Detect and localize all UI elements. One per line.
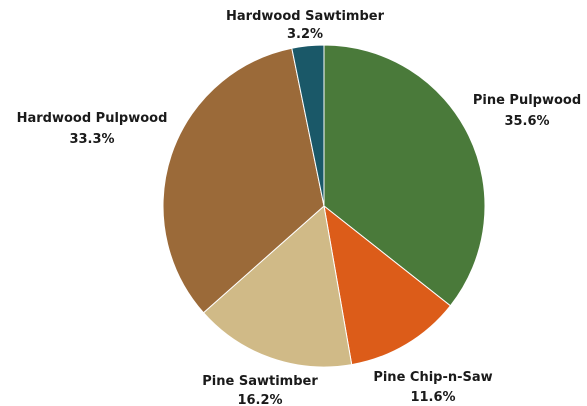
pie-slice-pine-pulpwood — [323, 44, 486, 307]
slice-value-pine-pulpwood: 35.6% — [504, 114, 549, 129]
label-pine-chip-n-saw: Pine Chip-n-Saw 11.6% — [373, 370, 492, 405]
slice-name-pine-pulpwood: Pine Pulpwood — [473, 93, 581, 108]
pie-slices — [162, 44, 486, 368]
slice-value-pine-chip-n-saw: 11.6% — [410, 390, 455, 405]
slice-name-hardwood-sawtimber: Hardwood Sawtimber — [226, 9, 385, 24]
slice-name-hardwood-pulpwood: Hardwood Pulpwood — [17, 111, 168, 126]
pie-slice-pine-sawtimber — [202, 205, 353, 368]
pie-slice-hardwood-sawtimber — [291, 44, 325, 207]
slice-name-pine-chip-n-saw: Pine Chip-n-Saw — [373, 370, 492, 385]
slice-value-hardwood-pulpwood: 33.3% — [69, 132, 114, 147]
label-pine-pulpwood: Pine Pulpwood 35.6% — [473, 93, 581, 129]
pie-slice-hardwood-pulpwood — [162, 47, 325, 314]
slice-name-pine-sawtimber: Pine Sawtimber — [202, 374, 318, 389]
label-pine-sawtimber: Pine Sawtimber 16.2% — [202, 374, 318, 406]
label-hardwood-pulpwood: Hardwood Pulpwood 33.3% — [17, 111, 168, 147]
label-hardwood-sawtimber: Hardwood Sawtimber 3.2% — [226, 9, 385, 42]
slice-value-hardwood-sawtimber: 3.2% — [287, 27, 323, 42]
pie-slice-pine-chip-n-saw — [323, 204, 452, 366]
slice-value-pine-sawtimber: 16.2% — [237, 393, 282, 406]
